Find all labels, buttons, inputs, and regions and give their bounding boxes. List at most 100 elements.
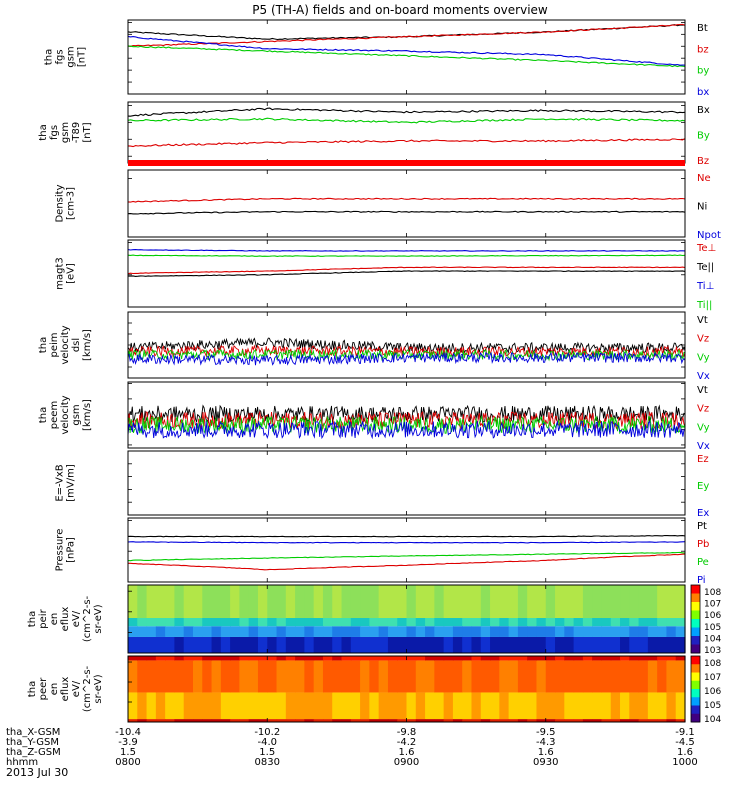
spectrogram-cell <box>490 618 500 627</box>
spectrogram-cell <box>647 692 658 720</box>
spectrogram-cell <box>165 585 176 619</box>
spectrogram-cell <box>666 692 677 720</box>
spectrogram-cell <box>332 636 343 653</box>
spectrogram-cell <box>369 585 380 619</box>
spectrogram-cell <box>443 656 454 661</box>
spectrogram-cell <box>165 636 176 653</box>
spectrogram-cell <box>192 656 203 661</box>
spectrogram-cell <box>128 660 138 693</box>
spectrogram-cell <box>434 636 445 653</box>
spectrogram-cell <box>545 636 556 653</box>
footer-value: -3.9 <box>118 737 138 748</box>
spectrogram-cell <box>490 636 500 653</box>
spectrogram-cell <box>629 585 640 619</box>
spectrogram-cell <box>387 618 398 627</box>
spectrogram-cell <box>666 656 677 661</box>
spectrogram-cell <box>592 660 603 693</box>
separator-strip <box>128 160 685 166</box>
spectrogram-cell <box>387 626 398 637</box>
footer-value: -10.2 <box>254 727 280 738</box>
spectrogram-cell <box>406 636 417 653</box>
y-axis-label-line: (cm^2-s- <box>82 665 93 712</box>
spectrogram-cell <box>555 626 565 637</box>
spectrogram-cell <box>490 660 500 693</box>
colorbar-frame <box>690 655 701 723</box>
spectrogram-cell <box>192 626 203 637</box>
spectrogram-cell <box>137 719 148 722</box>
spectrogram-cell <box>582 585 593 619</box>
legend-label: Bt <box>697 23 708 34</box>
spectrogram-cell <box>295 660 305 693</box>
spectrogram-cell <box>387 660 398 693</box>
spectrogram-cell <box>592 692 603 720</box>
spectrogram-cell <box>257 660 268 693</box>
spectrogram-cell <box>536 636 547 653</box>
spectrogram-cell <box>304 719 315 722</box>
spectrogram-cell <box>248 656 259 661</box>
spectrogram-cell <box>564 656 575 661</box>
spectrogram-cell <box>601 719 612 722</box>
spectrogram-cell <box>267 636 278 653</box>
spectrogram-cell <box>647 656 658 661</box>
y-axis-label-line: [km/s] <box>82 329 93 361</box>
spectrogram-cell <box>230 692 240 720</box>
y-axis-label-line: [nPa] <box>66 537 77 563</box>
spectrogram-cell <box>536 585 547 619</box>
spectrogram-cell <box>647 626 658 637</box>
spectrogram-cell <box>257 656 268 661</box>
spectrogram-cell <box>183 626 194 637</box>
y-axis-label-line: (cm^2-s- <box>82 595 93 642</box>
spectrogram-cell <box>480 656 491 661</box>
spectrogram-cell <box>174 719 185 722</box>
spectrogram-cell <box>443 660 454 693</box>
spectrogram-cell <box>610 656 621 661</box>
y-axis-label: thafgsgsm-T89[nT] <box>38 122 93 144</box>
spectrogram-cell <box>406 585 417 619</box>
footer-value: -10.4 <box>115 727 141 738</box>
spectrogram-cell <box>601 636 612 653</box>
spectrogram-cell <box>415 618 426 627</box>
spectrogram-cell <box>508 692 519 720</box>
spectrogram-cell <box>406 656 417 661</box>
spectrogram-cell <box>517 719 528 722</box>
spectrogram-cell <box>248 692 259 720</box>
spectrogram-cell <box>471 636 482 653</box>
footer-value: 1.6 <box>677 747 693 758</box>
spectrogram-cell <box>369 719 380 722</box>
spectrogram-cell <box>155 585 166 619</box>
spectrogram-cell <box>545 656 556 661</box>
spectrogram-cell <box>610 585 621 619</box>
y-axis-label-line: sr-eV) <box>93 674 104 703</box>
spectrogram-cell <box>137 618 148 627</box>
spectrogram-cell <box>378 660 389 693</box>
spectrogram-cell <box>425 636 435 653</box>
footer-value: 0800 <box>115 757 140 768</box>
spectrogram-cell <box>527 636 538 653</box>
spectrogram-cell <box>295 626 305 637</box>
footer-value: 1.6 <box>399 747 415 758</box>
spectrogram-cell <box>452 636 463 653</box>
y-axis-label: E=-VxB[mV/m] <box>55 464 77 502</box>
spectrogram-cell <box>564 636 575 653</box>
spectrogram-cell <box>285 585 296 619</box>
spectrogram-cell <box>267 585 278 619</box>
spectrogram-cell <box>202 585 213 619</box>
spectrogram-cell <box>165 656 176 661</box>
footer-value: 0930 <box>533 757 558 768</box>
spectrogram-cell <box>638 656 649 661</box>
spectrogram-cell <box>350 585 361 619</box>
spectrogram-cell <box>527 626 538 637</box>
y-axis-label-line: E=-VxB <box>55 464 66 501</box>
spectrogram-cell <box>332 626 343 637</box>
spectrogram-cell <box>490 626 500 637</box>
y-axis-label: magt3[eV] <box>55 257 77 290</box>
spectrogram-cell <box>443 636 454 653</box>
spectrogram-cell <box>415 719 426 722</box>
spectrogram-cell <box>341 626 352 637</box>
series-Vx <box>127 420 686 440</box>
legend-label: Vt <box>697 315 708 326</box>
legend-label: Ti|| <box>696 300 712 311</box>
spectrogram-cell <box>462 636 473 653</box>
spectrogram-cell <box>545 660 556 693</box>
series-Ne <box>127 197 686 203</box>
